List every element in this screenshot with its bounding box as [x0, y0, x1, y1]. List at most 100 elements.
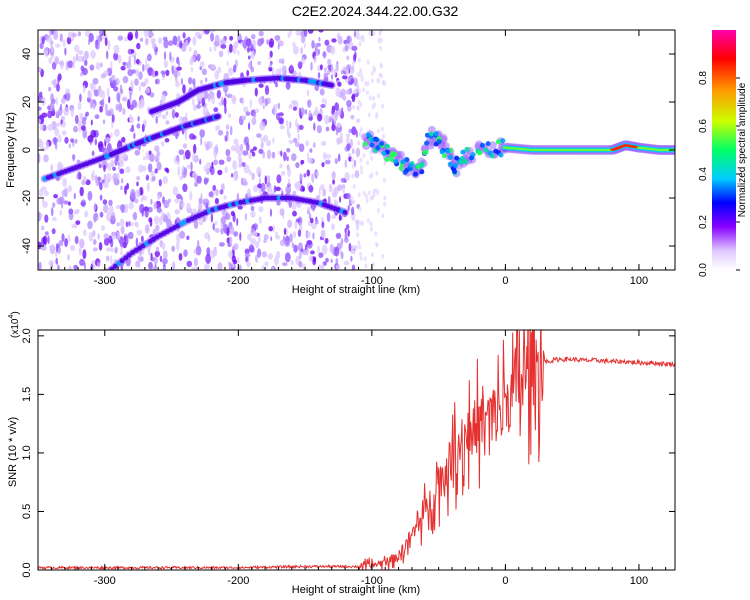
noise-speck — [310, 250, 315, 255]
noise-speck — [121, 178, 124, 184]
noise-speck — [229, 125, 233, 136]
spectrogram-panel: -300 -200 -100 0 100 40 20 0 -20 -40 Height of st… — [5, 29, 676, 296]
noise-speck — [269, 208, 273, 217]
noise-speck — [268, 67, 273, 72]
noise-speck — [346, 142, 351, 151]
noise-speck — [178, 253, 183, 261]
noise-speck — [113, 52, 119, 61]
x-tick-label: 100 — [630, 575, 648, 587]
echo-core — [400, 159, 406, 165]
noise-speck — [202, 216, 206, 222]
noise-speck — [218, 50, 224, 58]
noise-speck — [369, 221, 373, 227]
noise-speck — [365, 193, 368, 199]
noise-speck — [285, 185, 292, 195]
noise-speck — [121, 96, 128, 102]
noise-speck — [228, 67, 234, 76]
noise-speck — [176, 71, 181, 77]
noise-speck — [314, 43, 318, 50]
noise-speck — [107, 162, 112, 172]
noise-speck — [361, 37, 365, 43]
noise-speck — [371, 262, 375, 268]
noise-speck — [366, 218, 370, 224]
noise-speck — [225, 124, 230, 130]
noise-speck — [211, 161, 214, 169]
noise-speck — [224, 166, 228, 174]
noise-speck — [252, 231, 258, 237]
noise-speck — [51, 61, 57, 70]
noise-speck — [166, 168, 170, 174]
noise-speck — [203, 264, 208, 270]
echo-core — [381, 150, 387, 156]
noise-speck — [266, 39, 269, 45]
noise-speck — [74, 235, 79, 245]
noise-speck — [295, 30, 302, 36]
noise-speck — [120, 250, 123, 256]
noise-speck — [68, 265, 72, 270]
noise-speck — [112, 172, 118, 182]
noise-speck — [360, 220, 364, 226]
noise-speck — [251, 172, 255, 181]
noise-speck — [168, 40, 174, 46]
y-tick-label: 40 — [21, 48, 33, 60]
echo-core — [374, 137, 380, 143]
noise-speck — [275, 68, 280, 76]
echo-core — [362, 141, 368, 147]
noise-speck — [374, 188, 378, 194]
noise-speck — [342, 66, 347, 72]
noise-speck — [43, 47, 49, 56]
noise-speck — [179, 40, 183, 49]
echo-core — [369, 142, 375, 148]
noise-speck — [351, 157, 354, 163]
noise-speck — [357, 240, 361, 246]
noise-speck — [278, 117, 284, 125]
noise-speck — [177, 166, 181, 176]
noise-speck — [119, 84, 123, 93]
noise-speck — [48, 260, 54, 266]
noise-speck — [160, 141, 165, 147]
noise-speck — [104, 137, 111, 143]
noise-speck — [155, 246, 160, 253]
echo-core — [375, 145, 381, 151]
noise-speck — [79, 258, 85, 266]
noise-speck — [264, 98, 269, 107]
noise-speck — [51, 228, 56, 235]
colorbar-tick-label: 0.2 — [698, 215, 709, 229]
noise-speck — [294, 219, 298, 230]
echo-core — [116, 261, 122, 266]
noise-speck — [126, 61, 132, 69]
noise-speck — [89, 82, 94, 90]
noise-speck — [39, 42, 44, 50]
noise-speck — [260, 137, 266, 143]
noise-speck — [151, 266, 156, 270]
noise-speck — [200, 79, 203, 85]
noise-speck — [222, 222, 227, 229]
noise-speck — [142, 156, 147, 161]
noise-speck — [74, 114, 79, 124]
x-tick-label: -100 — [361, 575, 383, 587]
noise-speck — [138, 85, 141, 92]
noise-speck — [250, 66, 255, 73]
noise-speck — [40, 225, 45, 231]
noise-speck — [267, 175, 271, 184]
noise-speck — [272, 224, 275, 234]
noise-speck — [49, 244, 55, 249]
noise-speck — [188, 77, 193, 85]
noise-speck — [214, 227, 220, 233]
noise-speck — [175, 73, 178, 83]
noise-speck — [324, 98, 327, 108]
noise-speck — [370, 155, 374, 161]
colorbar-tick-label: 0.6 — [698, 119, 709, 133]
noise-speck — [155, 115, 158, 124]
noise-speck — [140, 197, 144, 203]
noise-speck — [47, 235, 50, 244]
noise-speck — [194, 181, 199, 187]
noise-speck — [303, 43, 306, 48]
noise-speck — [176, 240, 180, 251]
noise-speck — [251, 117, 257, 126]
noise-speck — [156, 150, 161, 157]
y-tick-label: -20 — [21, 190, 33, 206]
noise-speck — [246, 260, 251, 268]
noise-speck — [310, 217, 314, 224]
noise-speck — [48, 86, 52, 92]
